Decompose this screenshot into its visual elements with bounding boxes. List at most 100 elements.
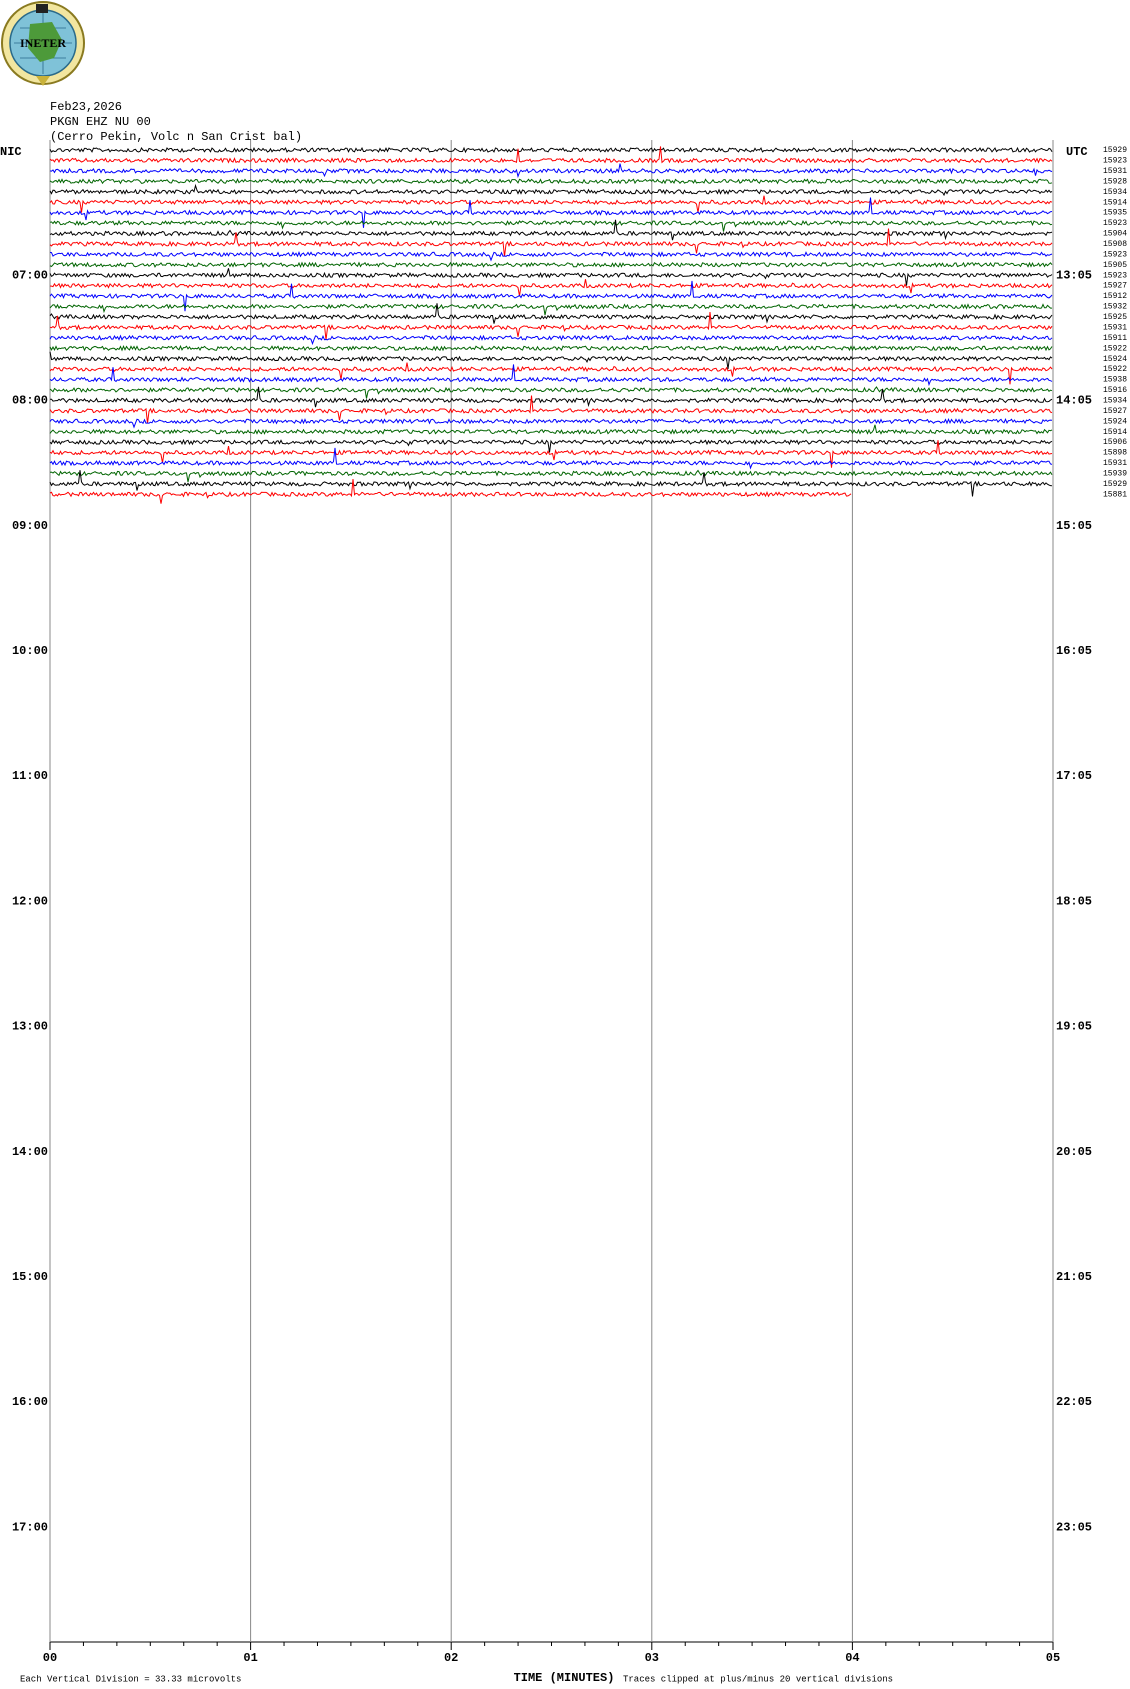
trace xyxy=(49,303,1053,324)
trace-count: 15914 xyxy=(1103,428,1127,437)
trace-count: 15922 xyxy=(1103,344,1127,353)
trace-count: 15923 xyxy=(1103,250,1127,259)
trace xyxy=(49,469,1053,483)
trace xyxy=(49,438,1053,453)
trace xyxy=(49,351,1053,370)
trace xyxy=(49,146,1053,154)
trace-count: 15931 xyxy=(1103,167,1127,176)
local-hour-label: 16:00 xyxy=(12,1395,48,1409)
trace-count: 15927 xyxy=(1103,282,1127,291)
trace xyxy=(49,251,1053,262)
trace xyxy=(49,163,1053,179)
x-tick-label: 02 xyxy=(444,1651,458,1665)
utc-hour-label: 13:05 xyxy=(1056,268,1092,282)
trace xyxy=(49,386,1053,399)
local-hour-label: 14:00 xyxy=(12,1145,48,1159)
trace-count: 15938 xyxy=(1103,376,1127,385)
trace-count: 15916 xyxy=(1103,386,1127,395)
trace-count: 15914 xyxy=(1103,198,1127,207)
trace xyxy=(49,228,1053,257)
trace-count: 15908 xyxy=(1103,240,1127,249)
utc-hour-label: 22:05 xyxy=(1056,1395,1092,1409)
station: PKGN EHZ NU 00 xyxy=(50,115,151,129)
trace xyxy=(49,470,1053,497)
utc-hour-label: 19:05 xyxy=(1056,1020,1092,1034)
trace xyxy=(49,219,1053,232)
local-hour-label: 17:00 xyxy=(12,1520,48,1534)
trace xyxy=(49,268,1053,286)
trace-count: 15931 xyxy=(1103,323,1127,332)
trace-count: 15925 xyxy=(1103,313,1127,322)
utc-hour-label: 14:05 xyxy=(1056,394,1092,408)
trace-count: 15904 xyxy=(1103,230,1127,239)
trace xyxy=(49,183,1053,197)
trace-count: 15924 xyxy=(1103,355,1127,364)
utc-hour-label: 20:05 xyxy=(1056,1145,1092,1159)
trace xyxy=(49,146,1053,164)
trace xyxy=(49,364,1053,387)
utc-hour-label: 15:05 xyxy=(1056,519,1092,533)
trace xyxy=(49,261,1053,269)
trace xyxy=(50,386,1053,408)
utc-hour-label: 21:05 xyxy=(1056,1270,1092,1284)
local-hour-label: 13:00 xyxy=(12,1020,48,1034)
trace xyxy=(49,280,1053,312)
trace-count: 15927 xyxy=(1103,407,1127,416)
trace xyxy=(49,279,1053,297)
trace xyxy=(49,178,1053,185)
trace xyxy=(49,334,1053,346)
trace xyxy=(49,447,1053,470)
x-tick-label: 00 xyxy=(43,1651,57,1665)
x-tick-label: 03 xyxy=(645,1651,659,1665)
trace xyxy=(49,395,1053,424)
trace-count: 15906 xyxy=(1103,438,1127,447)
utc-hour-label: 16:05 xyxy=(1056,644,1092,658)
utc-hour-label: 18:05 xyxy=(1056,894,1092,908)
right-axis-title: UTC xyxy=(1066,145,1088,159)
x-tick-label: 01 xyxy=(243,1651,257,1665)
trace-count: 15881 xyxy=(1103,490,1127,499)
trace xyxy=(49,197,1053,228)
trace-count: 15929 xyxy=(1103,146,1127,155)
trace xyxy=(49,417,1053,429)
local-hour-label: 11:00 xyxy=(12,769,48,783)
local-hour-label: 07:00 xyxy=(12,268,48,282)
utc-hour-label: 23:05 xyxy=(1056,1520,1092,1534)
local-hour-label: 15:00 xyxy=(12,1270,48,1284)
location: (Cerro Pekin, Volc n San Crist bal) xyxy=(50,130,302,144)
trace-count: 15929 xyxy=(1103,480,1127,489)
local-hour-label: 12:00 xyxy=(12,894,48,908)
trace xyxy=(49,362,1053,385)
date: Feb23,2026 xyxy=(50,100,122,114)
trace-count: 15922 xyxy=(1103,365,1127,374)
trace-count: 15924 xyxy=(1103,417,1127,426)
trace-count: 15939 xyxy=(1103,470,1127,479)
trace xyxy=(49,478,852,504)
x-tick-label: 04 xyxy=(845,1651,859,1665)
trace xyxy=(49,195,1053,213)
trace-count: 15923 xyxy=(1103,271,1127,280)
trace xyxy=(49,344,1053,352)
trace-count: 15934 xyxy=(1103,188,1127,197)
trace-count: 15932 xyxy=(1103,303,1127,312)
x-axis-title: TIME (MINUTES) xyxy=(514,1671,615,1685)
trace-count: 15923 xyxy=(1103,157,1127,166)
footnote-right: Traces clipped at plus/minus 20 vertical… xyxy=(623,1674,893,1684)
utc-hour-label: 17:05 xyxy=(1056,769,1092,783)
trace-count: 15898 xyxy=(1103,449,1127,458)
trace xyxy=(49,312,1053,341)
trace-count: 15928 xyxy=(1103,177,1127,186)
logo-text: INETER xyxy=(20,36,66,50)
trace xyxy=(49,303,1052,316)
local-hour-label: 10:00 xyxy=(12,644,48,658)
trace-count: 15905 xyxy=(1103,261,1127,270)
left-axis-title: NIC xyxy=(0,145,22,159)
footnote-left: Each Vertical Division = 33.33 microvolt… xyxy=(20,1674,241,1684)
local-hour-label: 09:00 xyxy=(12,519,48,533)
trace-count: 15931 xyxy=(1103,459,1127,468)
logo: INETER xyxy=(1,1,85,86)
trace-count: 15934 xyxy=(1103,397,1127,406)
trace xyxy=(49,424,1053,435)
trace xyxy=(49,440,1053,468)
